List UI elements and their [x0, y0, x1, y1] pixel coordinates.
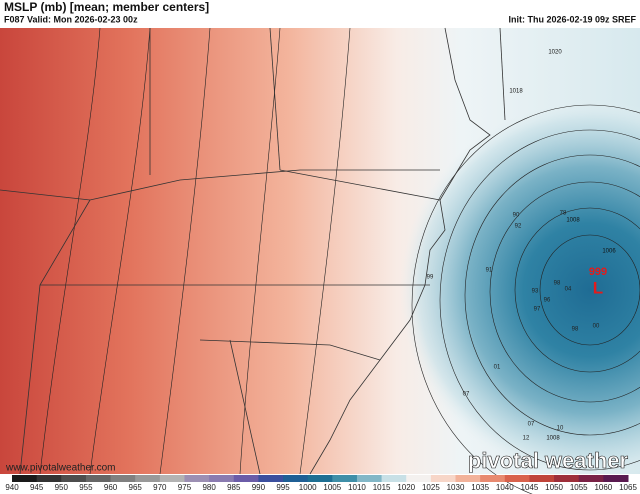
colorbar-swatch [159, 475, 185, 482]
member-center: 04 [565, 287, 572, 293]
member-center: 97 [534, 307, 541, 313]
colorbar-label: 1065 [619, 483, 637, 492]
member-center: 78 [560, 211, 567, 217]
colorbar-label: 1020 [397, 483, 415, 492]
colorbar-label: 1060 [594, 483, 612, 492]
colorbar-label: 995 [276, 483, 290, 492]
member-center: 90 [513, 213, 520, 219]
member-center: 99 [427, 275, 434, 281]
isobar-label: 1006 [602, 249, 616, 255]
colorbar: 940 945 950 955 960 965 970 975 980 985 990 995 1000… [5, 475, 637, 492]
colorbar-label: 980 [202, 483, 216, 492]
colorbar-swatch [554, 475, 580, 482]
colorbar-swatch [110, 475, 136, 482]
colorbar-label: 965 [129, 483, 143, 492]
member-center: 92 [515, 224, 522, 230]
colorbar-swatch [455, 475, 481, 482]
low-pressure: 999 [589, 266, 607, 278]
colorbar-label: 1015 [373, 483, 391, 492]
colorbar-label: 985 [227, 483, 241, 492]
colorbar-swatch [85, 475, 112, 482]
colorbar-swatch [283, 475, 309, 482]
init-time: Init: Thu 2026-02-19 09z SREF [508, 14, 636, 24]
colorbar-swatch [61, 475, 87, 482]
colorbar-swatch [529, 475, 555, 482]
colorbar-label: 1045 [521, 483, 539, 492]
isobars [39, 27, 640, 494]
member-center: 98 [554, 281, 561, 287]
member-center: 12 [523, 436, 530, 442]
colorbar-swatch [603, 475, 629, 482]
colorbar-swatch [504, 475, 530, 482]
colorbar-swatch [209, 475, 235, 482]
colorbar-label: 1055 [570, 483, 588, 492]
colorbar-swatch [332, 475, 358, 482]
member-center: 98 [572, 327, 579, 333]
colorbar-swatch [430, 475, 457, 482]
colorbar-label: 940 [5, 483, 19, 492]
member-center: 91 [486, 268, 493, 274]
colorbar-swatch [578, 475, 604, 482]
isobar-label: 1008 [546, 436, 560, 442]
colorbar-swatch [480, 475, 506, 482]
low-field [0, 28, 640, 474]
member-center: 07 [528, 422, 535, 428]
colorbar-label: 970 [153, 483, 167, 492]
map [0, 27, 640, 494]
colorbar-label: 950 [55, 483, 69, 492]
colorbar-label: 1035 [471, 483, 489, 492]
colorbar-swatch [12, 475, 38, 482]
colorbar-label: 1005 [323, 483, 341, 492]
colorbar-swatch [184, 475, 210, 482]
low-symbol: L [593, 278, 603, 297]
colorbar-swatch [36, 475, 62, 482]
isobar-label: 1008 [566, 218, 580, 224]
member-center: 00 [593, 324, 600, 330]
colorbar-label: 1000 [299, 483, 317, 492]
title: MSLP (mb) [mean; member centers] [4, 0, 209, 14]
colorbar-label: 945 [30, 483, 44, 492]
member-center: 96 [544, 298, 551, 304]
colorbar-label: 1050 [545, 483, 563, 492]
isobar-label: 1018 [509, 89, 523, 95]
colorbar-label: 1040 [496, 483, 514, 492]
member-center: 10 [557, 426, 564, 432]
colorbar-swatch [307, 475, 333, 482]
logo: pivotal weather [468, 448, 629, 473]
colorbar-label: 1010 [348, 483, 366, 492]
colorbar-label: 960 [104, 483, 118, 492]
member-center: 01 [494, 365, 501, 371]
colorbar-label: 1030 [447, 483, 465, 492]
colorbar-swatch [356, 475, 383, 482]
colorbar-swatch [135, 475, 161, 482]
watermark-url: www.pivotalweather.com [5, 463, 116, 474]
borders [0, 27, 506, 475]
isobar-label: 1020 [548, 50, 562, 56]
member-center: 93 [532, 289, 539, 295]
colorbar-label: 990 [252, 483, 266, 492]
valid-time: F087 Valid: Mon 2026-02-23 00z [4, 14, 138, 24]
colorbar-swatch [258, 475, 284, 482]
colorbar-label: 955 [79, 483, 93, 492]
colorbar-swatch [406, 475, 432, 482]
member-center: 07 [463, 392, 470, 398]
colorbar-label: 1025 [422, 483, 440, 492]
colorbar-label: 975 [178, 483, 192, 492]
colorbar-swatch [233, 475, 259, 482]
header-bar [0, 0, 640, 28]
colorbar-swatch [381, 475, 407, 482]
